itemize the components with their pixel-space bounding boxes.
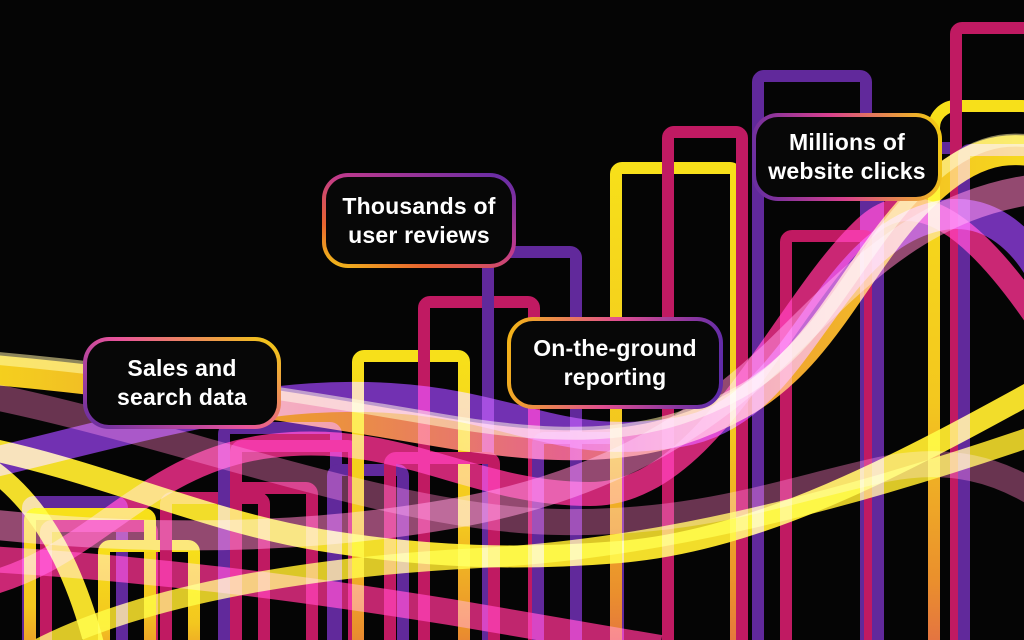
callout-on-the-ground-reporting: On-the-ground reporting bbox=[507, 317, 723, 409]
outlined-bar-magenta bbox=[950, 22, 1024, 640]
callout-text-line: Thousands of bbox=[342, 192, 496, 219]
yellow-ribbon-bottom bbox=[35, 428, 1024, 640]
callout-body: Thousands of user reviews bbox=[326, 177, 512, 264]
magenta-ribbon-low bbox=[0, 546, 663, 640]
callout-text-line: Sales and bbox=[127, 355, 237, 382]
callout-millions-of-website-clicks: Millions of website clicks bbox=[752, 113, 942, 201]
callout-body: Sales and search data bbox=[87, 341, 277, 425]
yellow-ribbon-corner bbox=[0, 463, 104, 640]
callout-text-line: Millions of bbox=[789, 129, 905, 156]
callout-text-line: reporting bbox=[563, 364, 667, 390]
callout-text-line: website clicks bbox=[768, 158, 926, 184]
callout-body: Millions of website clicks bbox=[756, 117, 938, 197]
callout-body: On-the-ground reporting bbox=[511, 321, 719, 405]
outlined-bar-yellow-gradient bbox=[928, 100, 1024, 640]
callout-text-line: On-the-ground bbox=[533, 335, 697, 362]
callout-thousands-of-user-reviews: Thousands of user reviews bbox=[322, 173, 516, 268]
callout-text-line: user reviews bbox=[348, 221, 490, 248]
callout-sales-and-search-data: Sales and search data bbox=[83, 337, 281, 429]
callout-text-line: search data bbox=[116, 384, 248, 410]
